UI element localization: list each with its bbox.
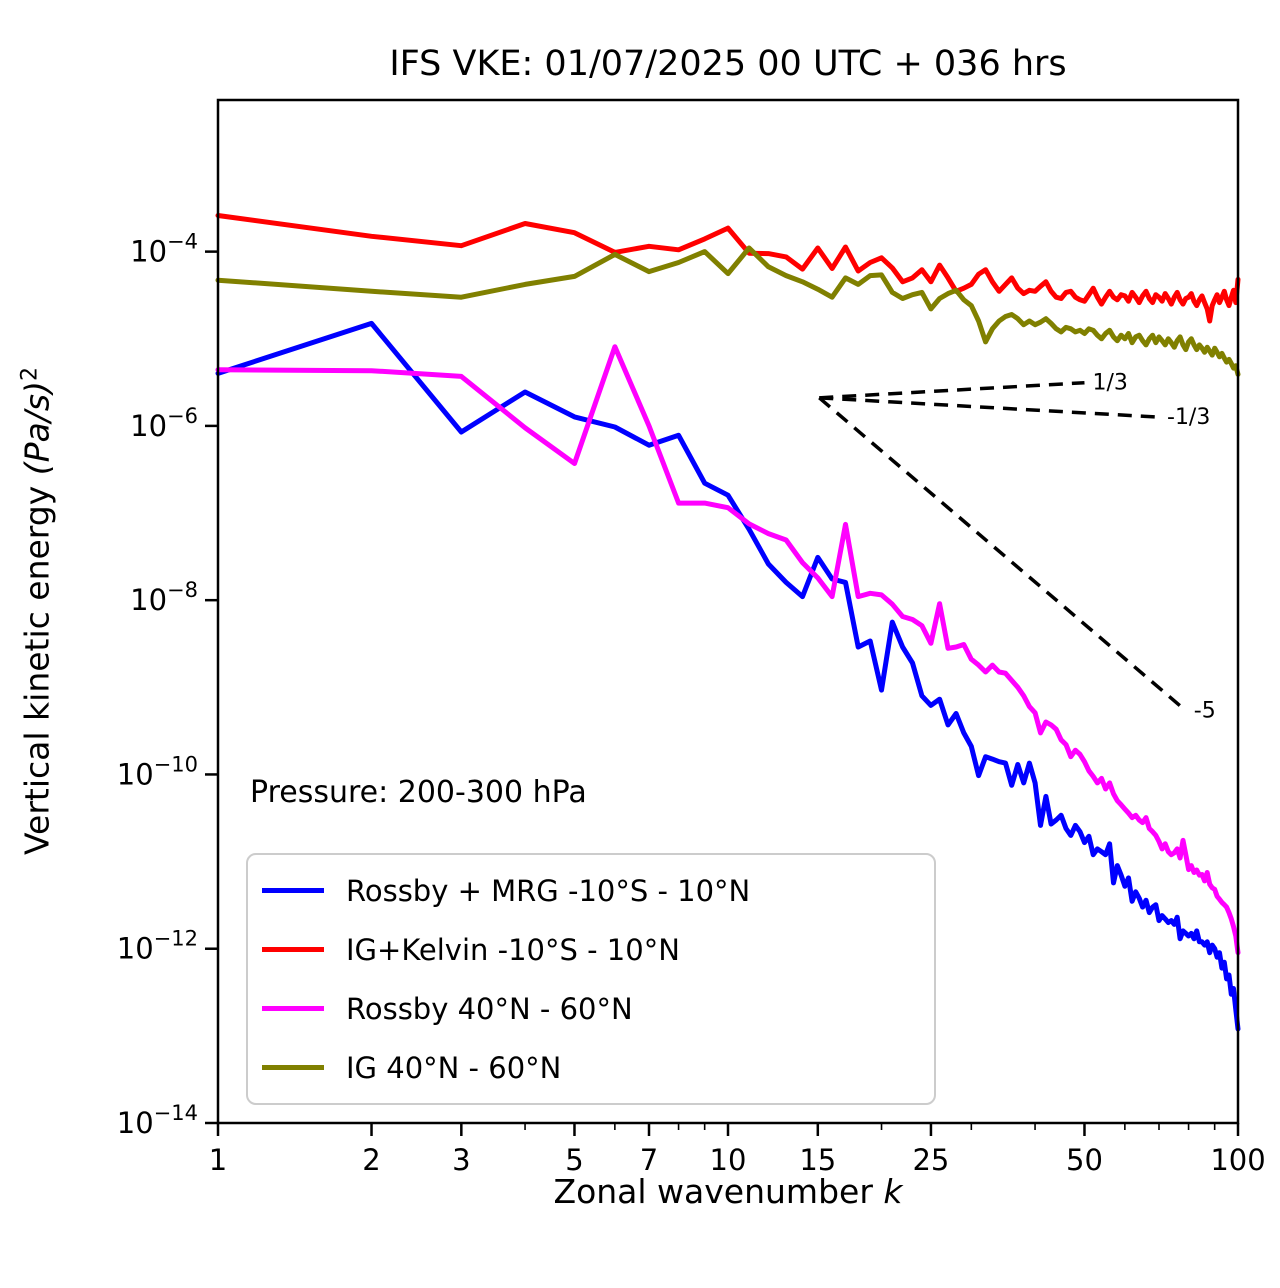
x-tick-label: 10 [710,1143,747,1177]
legend-swatch-0 [262,888,324,893]
x-tick-label: 5 [565,1143,583,1177]
x-tick-label: 2 [362,1143,380,1177]
x-axis-label-text: Zonal wavenumber [553,1172,884,1211]
legend-swatch-2 [262,1006,324,1011]
x-tick-label: 7 [640,1143,658,1177]
plot-title: IFS VKE: 01/07/2025 00 UTC + 036 hrs [389,44,1067,84]
slope-guide-label: -5 [1194,699,1216,724]
legend-swatch-1 [262,947,324,952]
axes-group: 1 2 3 5 7 10 15 25 50 100 10−4 10−6 10−8 10−10 10−12 10… [117,230,1266,1177]
y-axis-label-unit: (Pa/s) [17,381,57,476]
slope-guides-group: 1/3 -1/3 -5 [818,371,1216,724]
plot-border [216,98,1240,1125]
legend-box: Rossby + MRG -10°S - 10°N IG+Kelvin -10°S… [246,853,936,1105]
slope-guide-label: -1/3 [1167,405,1210,430]
x-axis-label: Zonal wavenumber k [0,1172,1280,1211]
x-tick-label: 25 [912,1143,949,1177]
y-tick-label: 10−6 [130,404,198,443]
x-tick-label: 15 [799,1143,836,1177]
series-line-3 [215,245,1241,377]
slope-guide-1/3 [819,380,1085,400]
x-tick-label: 1 [209,1143,227,1177]
y-tick-label: 10−14 [117,1101,198,1140]
legend-item-3: IG 40°N - 60°N [248,1038,934,1097]
y-tick-label: 10−4 [130,230,198,269]
slope-guide--5 [818,396,1187,712]
series-line-1 [215,213,1241,324]
legend-label-3: IG 40°N - 60°N [346,1050,562,1085]
series-group [215,213,1241,1032]
y-tick-label: 10−10 [117,752,198,791]
x-tick-label: 50 [1066,1143,1103,1177]
legend-item-1: IG+Kelvin -10°S - 10°N [248,920,934,979]
y-axis-label-text: Vertical kinetic energy [17,475,57,855]
legend-label-1: IG+Kelvin -10°S - 10°N [346,932,680,967]
legend-swatch-3 [262,1065,324,1070]
legend-label-0: Rossby + MRG -10°S - 10°N [346,873,751,908]
x-axis-label-variable: k [883,1172,903,1211]
y-tick-label: 10−8 [130,578,198,617]
series-line-0 [215,320,1241,1032]
legend-item-2: Rossby 40°N - 60°N [248,979,934,1038]
series-line-2 [215,344,1241,956]
y-axis-label: Vertical kinetic energy (Pa/s)2 [18,367,57,855]
legend-item-0: Rossby + MRG -10°S - 10°N [248,861,934,920]
x-tick-label: 3 [452,1143,470,1177]
slope-guide-label: 1/3 [1092,371,1127,396]
pressure-annotation: Pressure: 200-300 hPa [250,775,587,810]
slope-guide--1/3 [819,396,1160,419]
y-axis-label-exponent: 2 [17,367,43,382]
x-tick-label: 100 [1210,1143,1265,1177]
legend-label-2: Rossby 40°N - 60°N [346,991,633,1026]
y-tick-label: 10−12 [117,927,198,966]
